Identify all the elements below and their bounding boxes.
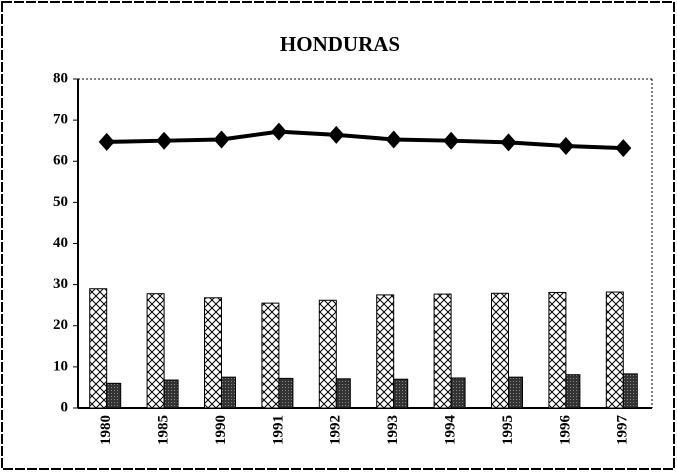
chart-title: HONDURAS [280, 32, 400, 56]
marker [443, 131, 460, 150]
bar [89, 288, 108, 409]
x-tick-label: 1993 [385, 415, 401, 445]
marker [500, 133, 517, 152]
bar [433, 293, 452, 409]
marker [270, 122, 287, 141]
line [106, 129, 624, 151]
y-tick-label: 70 [53, 112, 68, 128]
y-tick-label: 30 [53, 276, 68, 292]
bar [508, 376, 523, 409]
bar [278, 377, 294, 409]
x-tick-label: 1992 [328, 415, 344, 445]
x-tick-label: 1994 [443, 415, 459, 446]
bar [261, 302, 280, 409]
y-tick-label: 60 [53, 153, 68, 169]
x-tick-label: 1985 [156, 415, 172, 445]
bar [204, 297, 222, 409]
bar [163, 379, 179, 409]
bar [491, 292, 509, 409]
bar [318, 299, 337, 409]
marker [385, 130, 402, 149]
y-tick-label: 10 [53, 358, 68, 374]
bar [221, 376, 236, 409]
bar [622, 373, 638, 409]
bar [450, 377, 466, 409]
marker [98, 132, 115, 151]
x-tick-label: 1990 [213, 415, 229, 445]
bar [376, 294, 395, 409]
y-tick-label: 80 [53, 70, 68, 86]
x-tick-label: 1980 [98, 415, 114, 445]
bar [335, 378, 351, 409]
marker [557, 137, 574, 156]
marker [615, 139, 632, 158]
bar [548, 291, 567, 409]
y-tick-label: 20 [53, 317, 68, 333]
marker [156, 131, 173, 150]
x-tick-label: 1991 [270, 415, 286, 445]
bar [605, 291, 624, 409]
x-tick-label: 1995 [500, 415, 516, 445]
bar [146, 293, 165, 409]
y-tick-label: 40 [53, 235, 68, 251]
y-tick-label: 50 [53, 194, 68, 210]
bar [106, 382, 122, 409]
marker [213, 130, 230, 149]
y-tick-label: 0 [61, 399, 69, 415]
x-tick-label: 1996 [557, 415, 573, 446]
bar [565, 374, 581, 409]
bar [393, 378, 409, 409]
marker [328, 125, 345, 144]
x-tick-label: 1997 [615, 415, 631, 446]
